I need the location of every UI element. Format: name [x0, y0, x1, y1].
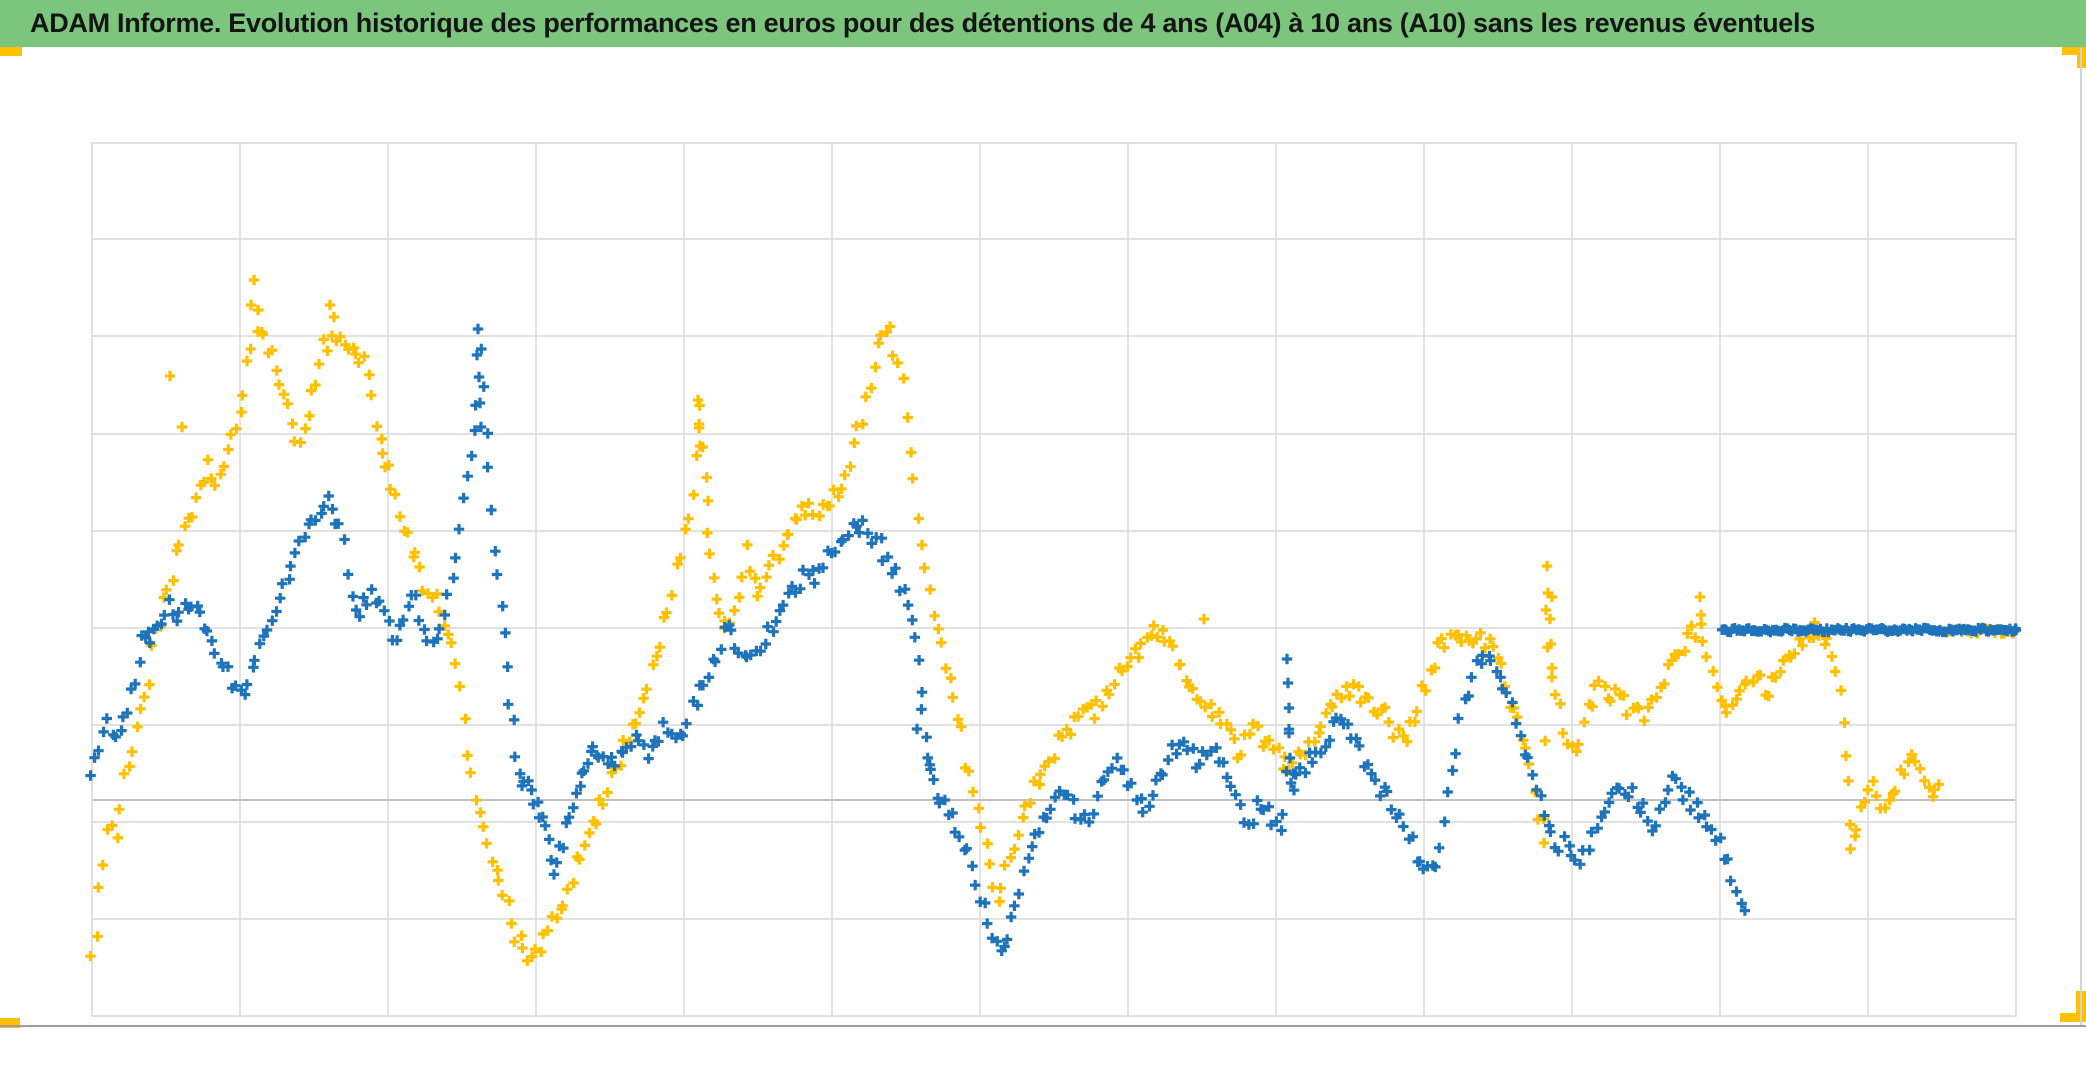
- chart-area[interactable]: [0, 47, 2086, 1026]
- selection-corner-bottom-right[interactable]: [2060, 1013, 2086, 1022]
- data-points-series-yellow: [85, 274, 2019, 966]
- report-title-bar[interactable]: ADAM Informe. Evolution historique des p…: [0, 0, 2086, 47]
- page-bottom-divider: [0, 1025, 2086, 1027]
- data-points-series-blue: [85, 323, 2022, 956]
- page-right-gridline: [2080, 48, 2082, 1025]
- performance-scatter-chart: [85, 142, 2022, 1017]
- selection-edge-bottom-left: [0, 1018, 20, 1028]
- gridlines: [91, 142, 2017, 1017]
- selection-edge-top-left: [0, 47, 22, 56]
- selection-corner-top-right[interactable]: [2062, 47, 2086, 55]
- page-title: ADAM Informe. Evolution historique des p…: [30, 8, 1815, 38]
